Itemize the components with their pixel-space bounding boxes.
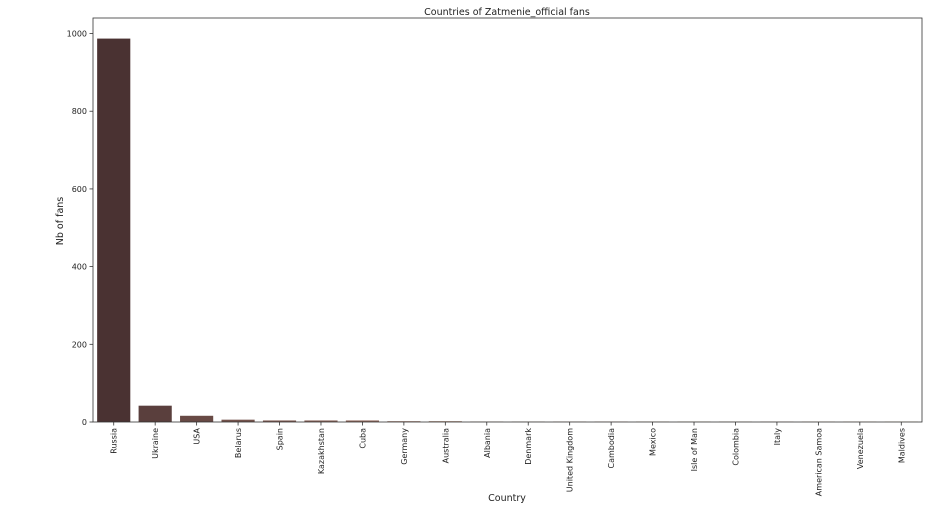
- x-tick-label: Maldives: [897, 428, 906, 463]
- x-tick-label: Italy: [773, 428, 782, 446]
- x-tick-label: Australia: [441, 428, 450, 463]
- bar-spain: [262, 420, 297, 422]
- y-axis: 0 200 400 600 800 1000: [67, 30, 93, 427]
- x-tick-label: Denmark: [524, 428, 533, 465]
- x-tick-label: Cambodia: [607, 428, 616, 469]
- x-tick-label: Germany: [400, 428, 409, 465]
- bar-usa: [180, 415, 214, 422]
- y-axis-title: Nb of fans: [55, 197, 66, 246]
- x-axis: Russia Ukraine USA Belarus Spain Kazakhstan Cu…: [110, 422, 906, 496]
- y-tick-label: 0: [82, 418, 87, 427]
- x-axis-title: Country: [488, 493, 526, 504]
- x-tick-label: American Samoa: [814, 428, 823, 496]
- x-tick-label: Belarus: [234, 428, 243, 458]
- x-tick-label: USA: [193, 427, 202, 444]
- x-tick-label: Mexico: [649, 428, 658, 456]
- x-tick-label: Ukraine: [151, 428, 160, 459]
- x-tick-label: Isle of Man: [690, 428, 699, 471]
- x-tick-label: Albania: [483, 428, 492, 458]
- x-tick-label: Russia: [110, 428, 119, 454]
- bar-cuba: [345, 420, 380, 422]
- plot-frame: [92, 17, 923, 423]
- y-tick-label: 200: [72, 340, 87, 349]
- bar-kazakhstan: [304, 420, 338, 422]
- x-tick-label: Kazakhstan: [317, 428, 326, 474]
- x-tick-label: Cuba: [358, 428, 367, 449]
- chart-title: Countries of Zatmenie_official fans: [424, 7, 590, 18]
- bar-russia: [97, 38, 131, 422]
- x-tick-label: Venezuela: [856, 428, 865, 469]
- y-tick-label: 1000: [67, 30, 87, 39]
- y-tick-label: 600: [72, 185, 87, 194]
- x-tick-label: Colombia: [731, 428, 740, 466]
- y-tick-label: 400: [72, 263, 87, 272]
- y-tick-label: 800: [72, 107, 87, 116]
- bars: [97, 38, 918, 422]
- x-tick-label: United Kingdom: [566, 428, 575, 492]
- bar-belarus: [221, 419, 255, 422]
- x-tick-label: Spain: [276, 428, 285, 450]
- bar-ukraine: [138, 405, 172, 422]
